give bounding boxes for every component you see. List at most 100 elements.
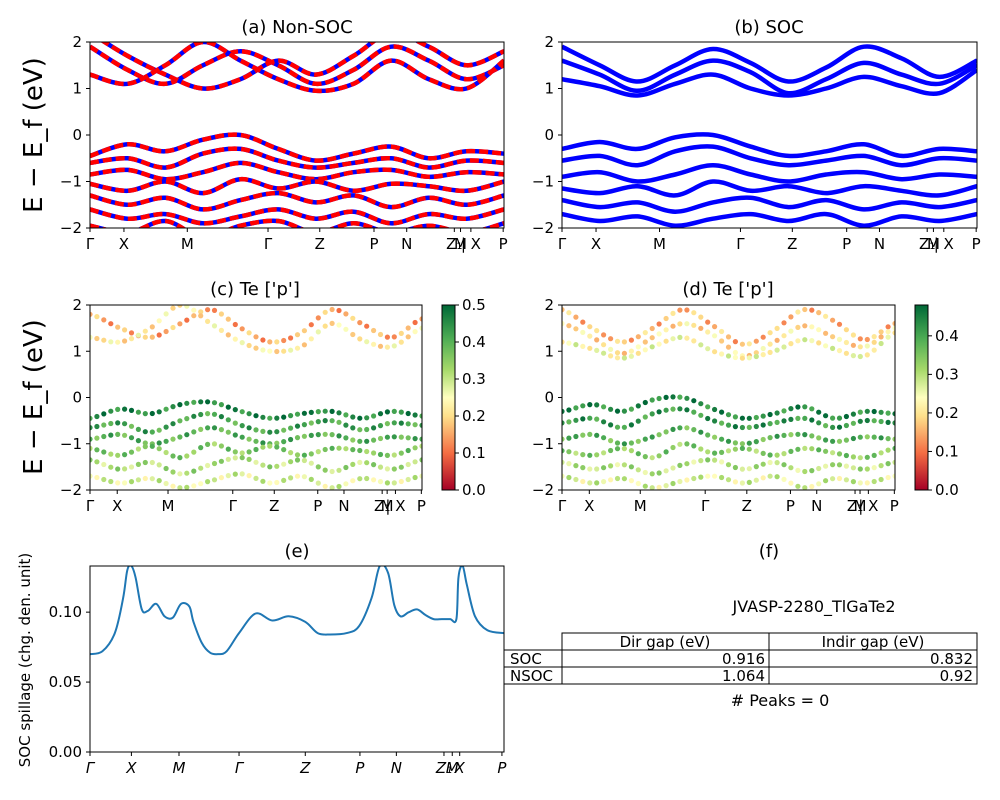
projection-point [122,338,128,344]
projection-point [274,463,280,469]
projection-point [308,476,314,482]
projection-point [809,324,815,330]
projection-point [719,351,725,357]
projection-point [642,347,648,353]
projection-point [239,340,245,346]
spillage-line [90,566,504,656]
projection-point [642,339,648,345]
projection-point [663,315,669,322]
projection-point [802,415,808,421]
projection-point [412,422,418,428]
projection-point [843,327,850,333]
projection-point [205,307,211,313]
projection-point [357,320,363,326]
projection-point [850,465,857,471]
projection-point [642,414,648,420]
x-tick-label: P [417,497,426,515]
projection-point [635,350,641,356]
x-tick-label: P [499,235,508,253]
projection-point [795,338,801,344]
y-tick-label: 2 [544,296,554,314]
projection-point [823,313,829,319]
projection-point [684,395,690,401]
projection-point [149,429,155,435]
projection-point [350,437,356,443]
projection-point [288,413,294,419]
projection-point [767,330,773,336]
projection-point [594,347,600,353]
projection-point [725,477,732,483]
projection-point [170,469,176,475]
projection-point [802,485,808,490]
projection-point [892,436,895,442]
projection-point [719,420,725,426]
projection-point [198,481,204,487]
projection-point [267,480,273,486]
projection-point [322,467,328,473]
projection-point [830,334,836,340]
projection-point [594,328,600,334]
projection-point [101,433,107,440]
projection-point [225,473,231,479]
projection-point [746,440,752,446]
projection-point [670,406,676,412]
projection-point [294,473,301,479]
projection-point [823,330,829,336]
projection-point [288,436,294,443]
x-tick-label: P [972,235,981,253]
projection-point [239,434,245,440]
projection-point [191,449,197,455]
projection-point [878,463,884,469]
projection-point [101,449,107,455]
projection-point [142,429,148,435]
projection-point [246,436,252,442]
projection-point [562,473,565,479]
projection-point [871,465,877,471]
projection-point [864,454,870,460]
panel-b-y-ticks: 2 1 0 −1 −2 [532,33,562,237]
projection-point [350,331,356,338]
x-tick-label: M [173,759,186,777]
projection-point [580,465,586,471]
projection-point [142,328,148,334]
projection-point [705,346,711,352]
projection-point [412,412,418,418]
x-tick-label: Z [269,497,279,515]
projection-point [830,345,836,351]
projection-point [878,418,884,425]
projection-point [788,314,794,320]
projection-point [601,419,607,425]
projection-point [412,445,418,451]
projection-point [649,485,655,490]
projection-point [795,431,801,437]
x-tick-label: Γ [558,235,567,253]
projection-point [205,479,211,485]
projection-point [115,466,121,472]
projection-point [156,332,162,338]
projection-point [843,463,850,469]
projection-point [857,480,863,486]
projection-point [843,422,850,429]
projection-point [419,325,422,331]
projection-point [377,464,384,470]
projection-point [621,476,628,482]
projection-point [836,438,843,444]
projection-point [405,461,411,468]
projection-point [809,483,815,490]
projection-point [573,405,579,411]
x-tick-label: Γ [701,497,710,515]
projection-point [649,455,655,461]
projection-point [128,464,135,470]
projection-point [94,335,100,342]
projection-point [621,441,628,447]
panel-b-bands [562,44,977,228]
projection-point [684,425,690,431]
projection-point [850,353,857,359]
projection-point [781,333,787,339]
projection-point [719,409,725,415]
projection-point [649,335,655,341]
colorbar-tick-label: 0.1 [935,442,959,460]
